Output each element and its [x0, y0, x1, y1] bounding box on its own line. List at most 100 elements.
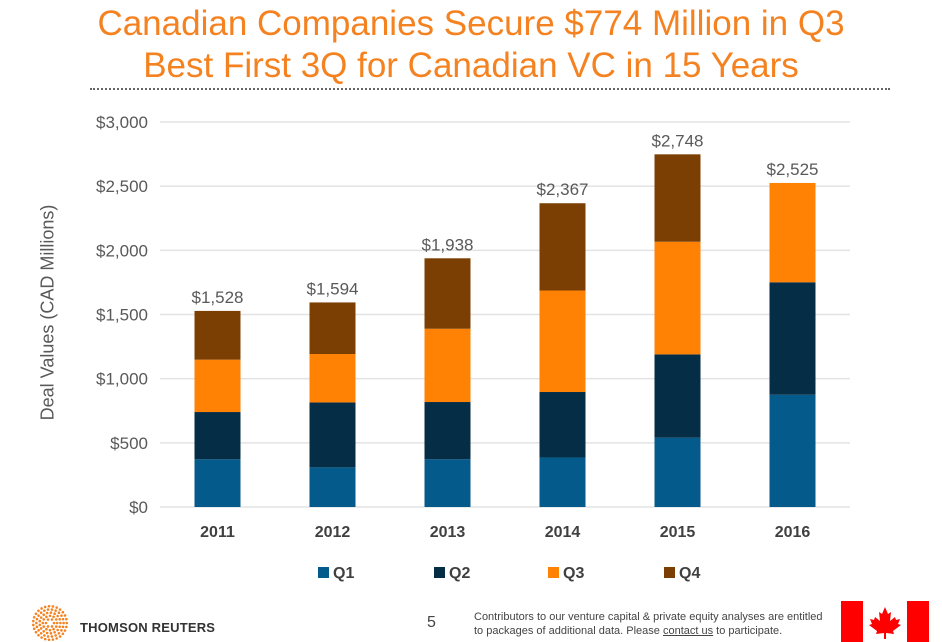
- bar-q3-2013: [424, 328, 471, 403]
- legend-swatch-q3: [548, 567, 559, 578]
- logo-dot: [46, 635, 50, 638]
- logo-dot: [32, 615, 36, 619]
- logo-dot: [50, 635, 54, 638]
- logo-dot: [44, 621, 48, 625]
- logo-dot: [37, 633, 40, 637]
- logo-dot: [52, 627, 55, 631]
- bar-q2-2015: [654, 354, 701, 438]
- y-tick-label: $2,000: [96, 241, 148, 260]
- title-line-1: Canadian Companies Secure $774 Million i…: [97, 4, 845, 43]
- logo-dot: [43, 637, 47, 641]
- bar-q4-2011: [194, 310, 241, 360]
- logo-dot: [60, 629, 63, 632]
- logo-dot: [42, 625, 46, 628]
- bar-q1-2012: [309, 467, 356, 507]
- bar-q1-2014: [539, 457, 586, 507]
- bar-q4-2014: [539, 203, 586, 291]
- logo-dot: [53, 612, 56, 615]
- y-tick-label: $1,500: [96, 306, 148, 325]
- logo-dot: [43, 634, 46, 637]
- logo-dot: [32, 619, 35, 623]
- note-text-end: to participate.: [713, 625, 783, 637]
- logo-dot: [62, 621, 65, 625]
- bar-q1-2015: [654, 437, 701, 507]
- logo-dot: [49, 632, 53, 635]
- logo-dot: [47, 605, 51, 608]
- y-tick-label: $3,000: [96, 113, 148, 132]
- logo-dot: [35, 617, 39, 621]
- logo-dot: [37, 609, 40, 613]
- logo-dot: [35, 625, 39, 629]
- logo-dot: [63, 629, 67, 632]
- bar-q2-2012: [309, 402, 356, 468]
- y-tick-label: $2,500: [96, 177, 148, 196]
- logo-dot: [65, 625, 68, 629]
- logo-dot: [37, 614, 40, 617]
- logo-dot: [51, 605, 55, 608]
- logo-dot: [49, 611, 53, 614]
- logo-dot: [50, 608, 54, 611]
- bar-q3-2015: [654, 241, 701, 355]
- logo-dot: [54, 609, 57, 612]
- logo-dot: [39, 611, 43, 615]
- logo-dot: [53, 631, 56, 634]
- bar-q2-2016: [769, 282, 816, 395]
- logo-dot: [42, 618, 46, 621]
- logo-dot: [48, 628, 52, 632]
- note-text: Contributors to our venture capital & pr…: [474, 611, 823, 637]
- bar-q1-2016: [769, 394, 816, 507]
- bar-q4-2013: [424, 258, 471, 329]
- logo-dot: [48, 614, 52, 618]
- page-number: 5: [427, 614, 436, 631]
- logo-dot: [39, 631, 43, 635]
- logo-dot: [52, 621, 56, 625]
- logo-dot: [43, 609, 46, 612]
- logo-dot: [65, 617, 68, 621]
- logo-dot: [61, 610, 65, 614]
- logo-dot: [45, 611, 49, 615]
- contact-us-link[interactable]: contact us: [662, 625, 714, 637]
- logo-dot: [58, 617, 61, 621]
- logo-dot: [42, 629, 46, 633]
- total-label: $1,528: [192, 288, 244, 307]
- logo-dot: [56, 628, 59, 632]
- title-line-2: Best First 3Q for Canadian VC in 15 Year…: [143, 46, 799, 85]
- logo-dot: [50, 625, 54, 628]
- legend-label: Q4: [679, 565, 700, 582]
- footer-note: Contributors to our venture capital & pr…: [474, 610, 834, 638]
- logo-dot: [58, 625, 61, 629]
- x-tick-label: 2012: [315, 524, 351, 541]
- logo-dot: [46, 618, 50, 621]
- logo-dot: [38, 623, 42, 627]
- logo-dot: [61, 632, 65, 636]
- bar-q2-2014: [539, 392, 586, 458]
- logo-dot: [45, 627, 48, 631]
- logo-dot: [55, 637, 58, 640]
- logo-dot: [38, 619, 42, 623]
- logo-dot: [50, 618, 54, 621]
- logo-dot: [43, 605, 47, 609]
- logo-dot: [40, 636, 43, 639]
- logo-dot: [58, 608, 62, 611]
- logo-dot: [51, 638, 55, 641]
- logo-dot: [54, 634, 57, 637]
- logo-dot: [57, 611, 61, 615]
- y-tick-label: $1,000: [96, 370, 148, 389]
- logo-dot: [46, 625, 50, 628]
- brand-name: THOMSON REUTERS: [80, 620, 216, 635]
- bar-q4-2012: [309, 302, 356, 355]
- x-tick-label: 2015: [660, 524, 696, 541]
- legend-swatch-q1: [318, 567, 329, 578]
- logo-dot: [60, 614, 63, 617]
- logo-dot: [37, 629, 40, 632]
- logo-dot: [61, 625, 65, 629]
- logo-dot: [39, 616, 43, 619]
- total-label: $2,748: [652, 131, 704, 150]
- x-tick-label: 2014: [545, 524, 581, 541]
- logo-dot: [45, 615, 48, 619]
- logo-dot: [65, 621, 69, 625]
- legend-label: Q1: [333, 565, 354, 582]
- total-label: $1,938: [422, 235, 474, 254]
- thomson-reuters-logo-icon: [32, 605, 69, 641]
